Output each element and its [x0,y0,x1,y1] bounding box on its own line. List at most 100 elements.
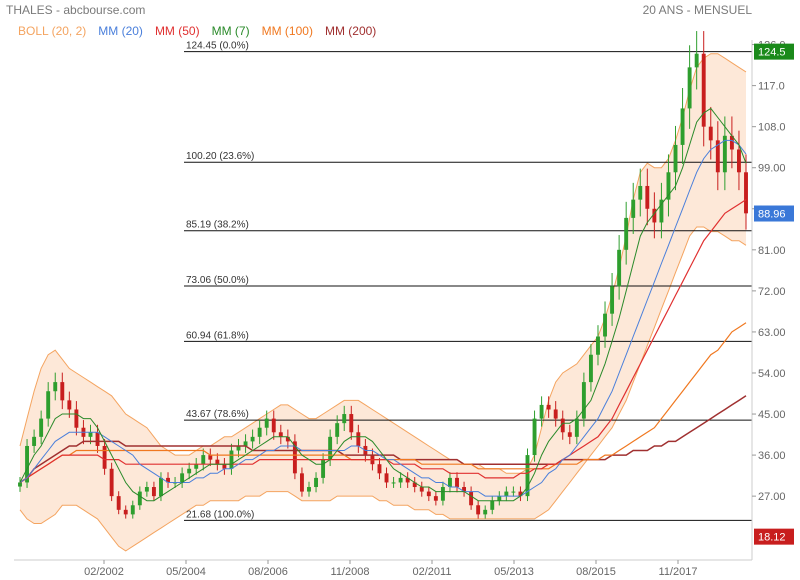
candle-body [610,286,615,314]
candle-body [144,487,149,492]
candle-body [307,487,311,492]
y-tick-label: 108.0 [758,122,786,134]
candle-body [518,491,523,497]
candle-body [208,455,213,460]
candle-body [504,491,509,497]
x-tick-label: 08/2006 [248,566,288,578]
candle-body [88,432,93,437]
candle-body [687,67,692,109]
candle-body [264,418,269,428]
candle-body [130,505,135,515]
candle-body [412,482,417,488]
candle-body [588,354,593,383]
candle-body [405,477,410,483]
candle-body [321,459,326,478]
y-tick-label: 81.00 [758,245,786,257]
candle-body [581,382,586,419]
candle-body [673,144,678,173]
candle-body [102,445,107,469]
candle-body [652,208,657,223]
candle-body [546,404,551,410]
candle-body [511,491,516,493]
candle-body [539,404,544,419]
candle-body [159,477,163,497]
candle-body [574,418,579,437]
candle-body [433,496,438,501]
y-tick-label: 99.00 [758,163,786,175]
candle-body [285,436,290,442]
candle-body [419,487,424,492]
fibonacci-label: 21.68 (100.0%) [186,509,254,520]
candle-body [194,464,199,469]
candle-body [39,418,44,437]
mm20-line [19,139,747,497]
legend-item: MM (50) [154,24,200,38]
candle-body [137,491,142,506]
candle-body [229,450,234,469]
candle-body [67,400,72,410]
candle-body [180,473,185,483]
price-tag-label: 88.96 [758,209,786,221]
candle-body [532,418,537,456]
candle-body [60,382,65,401]
y-tick-label: 45.00 [758,409,786,421]
candle-body [666,172,671,200]
candle-body [32,436,37,446]
y-tick-label: 27.00 [758,491,786,503]
candle-body [292,441,297,474]
y-tick-label: 72.00 [758,286,786,298]
y-tick-label: 63.00 [758,327,786,339]
candle-body [328,436,333,460]
price-tag [754,528,794,545]
candle-body [737,149,741,173]
candle-body [46,391,51,419]
candle-body [744,172,748,214]
price-tag [754,43,794,60]
mm7-line [19,107,747,502]
candle-body [342,414,347,424]
candle-body [271,418,276,433]
candle-body [95,432,100,446]
candle-body [250,436,255,442]
fibonacci-label: 73.06 (50.0%) [186,275,249,286]
candle-body [74,409,79,428]
bollinger-band-fill [20,53,746,551]
candle-body [243,441,248,446]
candle-body [638,185,643,200]
candle-body [455,477,459,488]
candle-body [187,468,192,474]
x-tick-label: 05/2004 [166,566,206,578]
candle-body [483,509,488,515]
candle-body [476,505,481,515]
fibonacci-label: 43.67 (78.6%) [186,409,249,420]
candle-body [299,473,304,492]
candle-body [257,427,262,437]
candle-body [201,455,206,465]
candle-body [708,126,713,141]
x-tick-label: 05/2013 [494,566,534,578]
candle-body [490,500,495,510]
legend-item: MM (100) [261,24,313,38]
candle-body [151,487,156,497]
price-tag [754,205,794,222]
fibonacci-label: 100.20 (23.6%) [186,151,254,162]
candle-body [462,487,467,492]
fibonacci-label: 85.19 (38.2%) [186,220,249,231]
candle-body [236,445,241,451]
candle-body [631,199,636,218]
candle-body [645,185,650,209]
candle-body [377,464,382,474]
candle-body [278,432,283,437]
x-tick-label: 02/2002 [84,566,124,578]
candle-body [701,53,706,127]
fibonacci-label: 60.94 (61.8%) [186,330,249,341]
legend-item: MM (200) [324,24,377,38]
x-tick-label: 08/2015 [576,566,616,578]
candle-body [560,418,565,433]
candle-body [497,496,502,501]
y-tick-label: 117.0 [758,81,785,93]
candle-body [356,432,361,446]
candle-body [349,414,354,433]
candle-body [553,409,558,419]
